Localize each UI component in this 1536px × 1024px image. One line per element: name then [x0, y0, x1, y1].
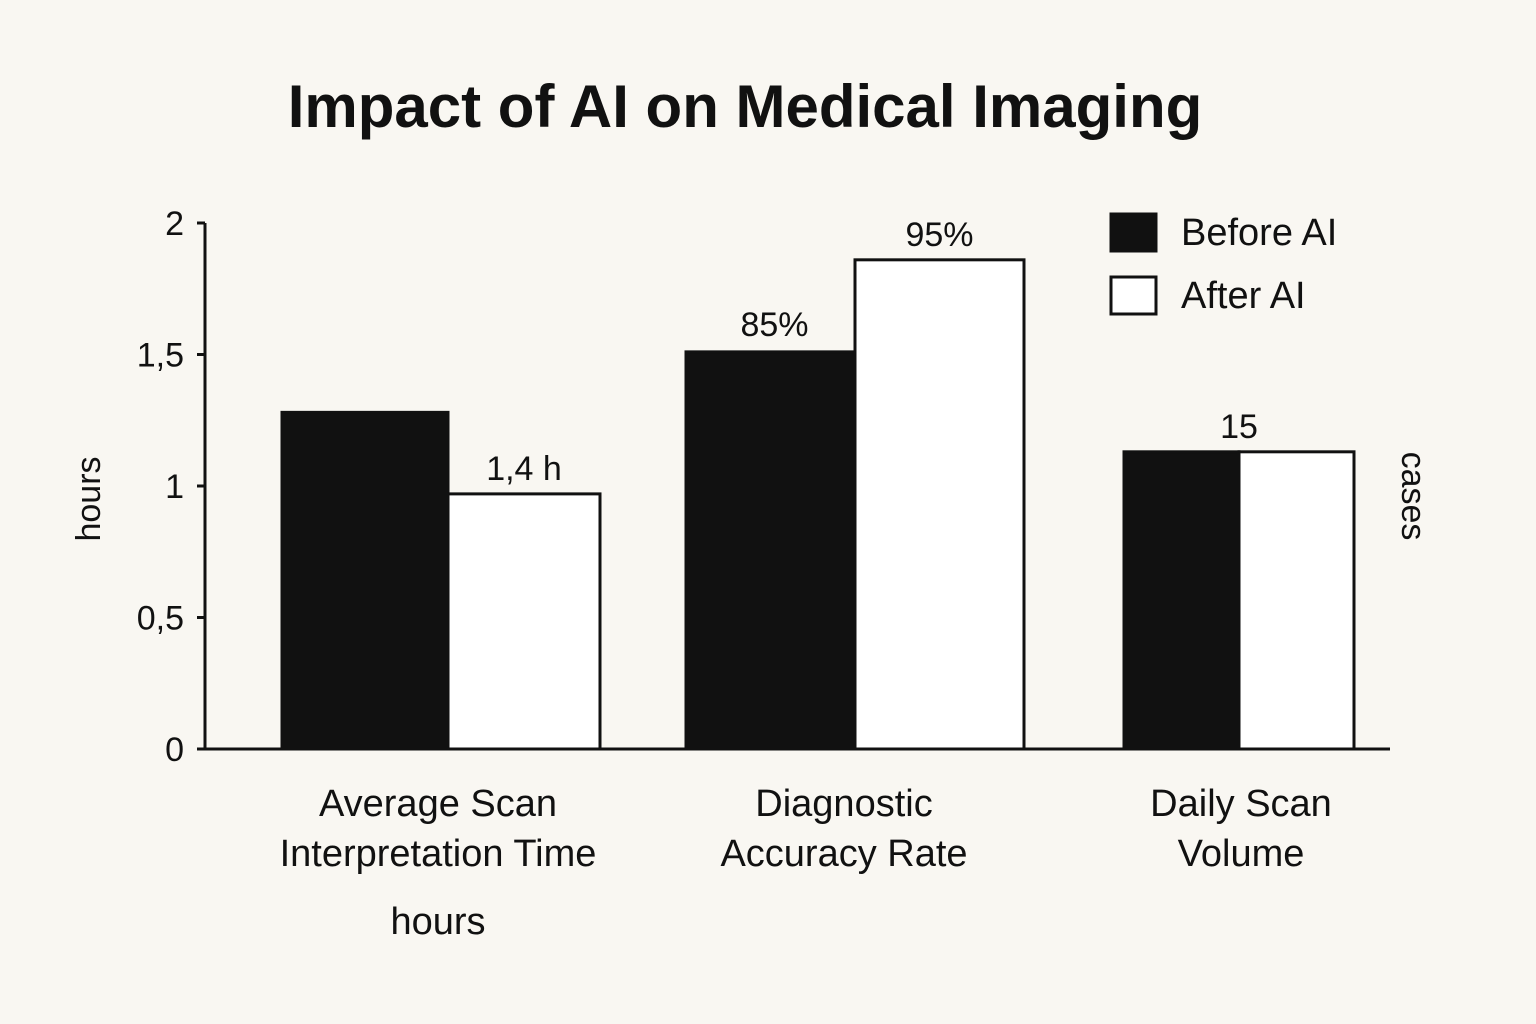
x-axis-note: hours [390, 901, 485, 943]
y-tick-label: 0 [165, 731, 184, 769]
legend: Before AI After AI [1109, 212, 1337, 317]
legend-label-after-ai: After AI [1181, 275, 1306, 317]
y-tick-label: 0,5 [137, 600, 184, 638]
legend-label-before-ai: Before AI [1181, 212, 1337, 254]
bar-after-ai [853, 258, 1026, 751]
y-axis-label: hours [70, 456, 108, 541]
x-category-label: Average Scan Interpretation Time [280, 783, 597, 875]
data-label-before-ai: 85% [740, 306, 808, 344]
x-category-label: Daily Scan Volume [1150, 783, 1332, 875]
bar-after-ai [1237, 450, 1356, 751]
y-tick-label: 1,5 [137, 337, 184, 375]
plot-area: 0 0,5 1 1,5 2 1,4 h Average Scan Interpretation… [137, 205, 1390, 875]
bar-before-ai [280, 410, 450, 751]
data-label-after-ai: 1,4 h [486, 450, 562, 488]
y2-axis-label: cases [1394, 452, 1432, 541]
chart-title: Impact of AI on Medical Imaging [288, 73, 1203, 140]
bar-before-ai [684, 350, 857, 751]
y-tick-label: 1 [165, 468, 184, 506]
data-label-after-ai: 15 [1220, 408, 1258, 446]
data-label-after-ai: 95% [905, 216, 973, 254]
bar-after-ai [446, 492, 602, 751]
legend-swatch-after-ai [1109, 275, 1158, 316]
legend-swatch-before-ai [1109, 212, 1158, 253]
y-tick-label: 2 [165, 205, 184, 243]
x-category-label: Diagnostic Accuracy Rate [720, 783, 967, 875]
bar-before-ai [1122, 450, 1241, 751]
